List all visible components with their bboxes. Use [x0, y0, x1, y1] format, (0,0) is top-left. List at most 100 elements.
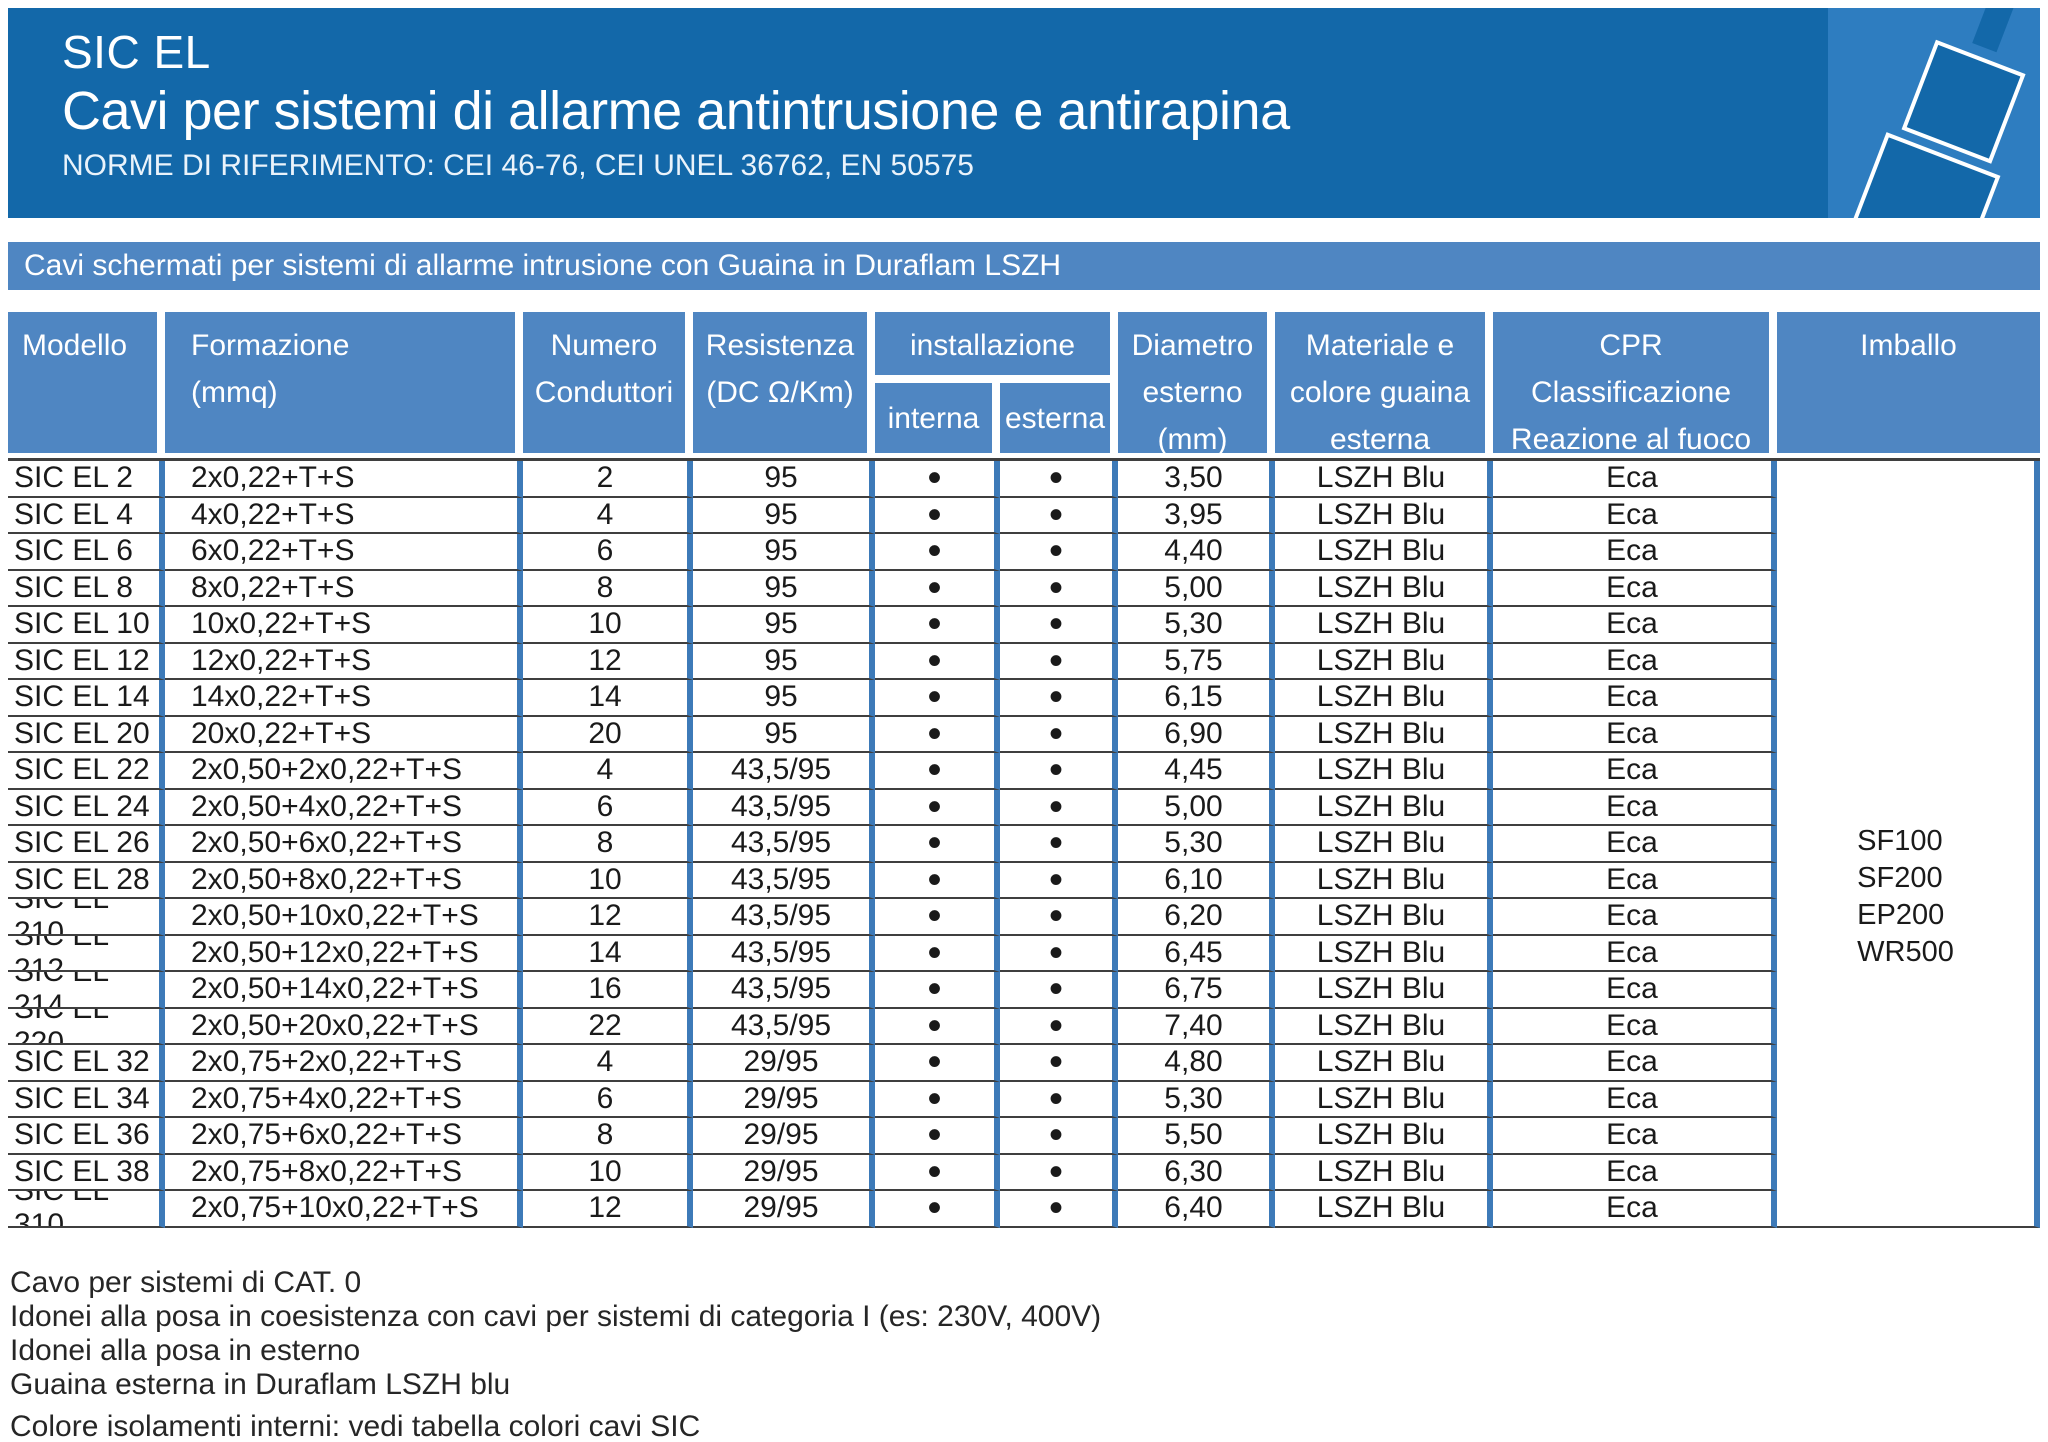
cell-materiale-guaina: LSZH Blu: [1275, 1081, 1493, 1118]
cell-resistenza: 29/95: [693, 1118, 875, 1155]
cell-installazione-esterna-dot: •: [1000, 1045, 1118, 1082]
cell-materiale-guaina: LSZH Blu: [1275, 497, 1493, 534]
cell-modello: SIC EL 310: [8, 1191, 165, 1228]
cell-installazione-interna-dot: •: [875, 1045, 1000, 1082]
cell-resistenza: 43,5/95: [693, 862, 875, 899]
cell-diametro-esterno: 5,30: [1118, 607, 1275, 644]
cell-installazione-esterna-dot: •: [1000, 972, 1118, 1009]
cell-formazione: 10x0,22+T+S: [165, 607, 523, 644]
cell-numero-conduttori: 12: [523, 643, 693, 680]
cell-installazione-interna-dot: •: [875, 753, 1000, 790]
cell-resistenza: 43,5/95: [693, 972, 875, 1009]
cell-installazione-interna-dot: •: [875, 1081, 1000, 1118]
cell-numero-conduttori: 8: [523, 1118, 693, 1155]
cell-diametro-esterno: 6,90: [1118, 716, 1275, 753]
cell-installazione-interna-dot: •: [875, 1154, 1000, 1191]
cell-formazione: 6x0,22+T+S: [165, 534, 523, 571]
installazione-subheader-row: interna esterna: [875, 383, 1110, 453]
imballo-merged-cell: SF100 SF200 EP200 WR500: [1777, 461, 2040, 1228]
cell-modello: SIC EL 24: [8, 789, 165, 826]
cell-cpr-classificazione: Eca: [1493, 497, 1777, 534]
cell-resistenza: 95: [693, 607, 875, 644]
cell-installazione-esterna-dot: •: [1000, 570, 1118, 607]
col-header-installazione: installazione: [875, 312, 1110, 375]
cell-numero-conduttori: 14: [523, 935, 693, 972]
cell-modello: SIC EL 8: [8, 570, 165, 607]
footer-note: Colore isolamenti interni: vedi tabella …: [10, 1410, 701, 1442]
cell-cpr-classificazione: Eca: [1493, 1118, 1777, 1155]
section-banner: Cavi schermati per sistemi di allarme in…: [8, 242, 2040, 290]
cell-numero-conduttori: 12: [523, 899, 693, 936]
cell-installazione-esterna-dot: •: [1000, 461, 1118, 498]
cell-diametro-esterno: 5,30: [1118, 826, 1275, 863]
cell-numero-conduttori: 10: [523, 607, 693, 644]
cell-numero-conduttori: 4: [523, 497, 693, 534]
footer-notes: Cavo per sistemi di CAT. 0 Idonei alla po…: [10, 1266, 1101, 1442]
cell-installazione-esterna-dot: •: [1000, 789, 1118, 826]
cell-installazione-interna-dot: •: [875, 607, 1000, 644]
cell-numero-conduttori: 10: [523, 862, 693, 899]
cell-diametro-esterno: 5,30: [1118, 1081, 1275, 1118]
cell-installazione-interna-dot: •: [875, 972, 1000, 1009]
cell-installazione-esterna-dot: •: [1000, 753, 1118, 790]
imballo-value: WR500: [1857, 935, 1954, 968]
cell-numero-conduttori: 6: [523, 789, 693, 826]
col-header-formazione: Formazione (mmq): [165, 312, 515, 453]
cell-materiale-guaina: LSZH Blu: [1275, 1045, 1493, 1082]
cell-installazione-esterna-dot: •: [1000, 1154, 1118, 1191]
cell-modello: SIC EL 26: [8, 826, 165, 863]
cell-installazione-interna-dot: •: [875, 680, 1000, 717]
cell-materiale-guaina: LSZH Blu: [1275, 862, 1493, 899]
cell-resistenza: 95: [693, 716, 875, 753]
footer-note: Idonei alla posa in esterno: [10, 1334, 361, 1367]
cell-cpr-classificazione: Eca: [1493, 899, 1777, 936]
cell-resistenza: 29/95: [693, 1191, 875, 1228]
cell-installazione-esterna-dot: •: [1000, 680, 1118, 717]
cell-modello: SIC EL 210: [8, 899, 165, 936]
col-installazione-wrap: installazione interna esterna: [875, 312, 1118, 453]
cell-installazione-interna-dot: •: [875, 497, 1000, 534]
product-subtitle: Cavi per sistemi di allarme antintrusion…: [62, 81, 1290, 141]
cell-materiale-guaina: LSZH Blu: [1275, 680, 1493, 717]
cell-modello: SIC EL 20: [8, 716, 165, 753]
cell-diametro-esterno: 6,45: [1118, 935, 1275, 972]
cell-numero-conduttori: 10: [523, 1154, 693, 1191]
cell-cpr-classificazione: Eca: [1493, 570, 1777, 607]
cell-cpr-classificazione: Eca: [1493, 935, 1777, 972]
cell-numero-conduttori: 4: [523, 1045, 693, 1082]
cell-formazione: 4x0,22+T+S: [165, 497, 523, 534]
cell-formazione: 2x0,50+14x0,22+T+S: [165, 972, 523, 1009]
cell-installazione-interna-dot: •: [875, 716, 1000, 753]
cell-cpr-classificazione: Eca: [1493, 789, 1777, 826]
cell-modello: SIC EL 6: [8, 534, 165, 571]
cell-installazione-esterna-dot: •: [1000, 935, 1118, 972]
col-diametro-wrap: Diametro esterno (mm): [1118, 312, 1275, 456]
cell-installazione-interna-dot: •: [875, 826, 1000, 863]
cell-formazione: 2x0,50+2x0,22+T+S: [165, 753, 523, 790]
col-header-interna: interna: [875, 383, 992, 453]
cell-materiale-guaina: LSZH Blu: [1275, 1118, 1493, 1155]
cell-formazione: 2x0,50+10x0,22+T+S: [165, 899, 523, 936]
cell-modello: SIC EL 12: [8, 643, 165, 680]
cell-numero-conduttori: 22: [523, 1008, 693, 1045]
col-header-modello: Modello: [8, 312, 157, 453]
cell-diametro-esterno: 6,10: [1118, 862, 1275, 899]
cell-formazione: 2x0,50+8x0,22+T+S: [165, 862, 523, 899]
cell-formazione: 2x0,75+2x0,22+T+S: [165, 1045, 523, 1082]
cell-numero-conduttori: 20: [523, 716, 693, 753]
footer-note: Idonei alla posa in coesistenza con cavi…: [10, 1300, 1102, 1333]
cell-formazione: 2x0,50+20x0,22+T+S: [165, 1008, 523, 1045]
table-grid: SIC EL 2 2x0,22+T+S 2 95 • • 3,50 LSZH B…: [8, 461, 1777, 1228]
cell-materiale-guaina: LSZH Blu: [1275, 935, 1493, 972]
cell-modello: SIC EL 10: [8, 607, 165, 644]
cell-resistenza: 95: [693, 534, 875, 571]
col-header-esterna: esterna: [1000, 383, 1110, 453]
cell-diametro-esterno: 4,40: [1118, 534, 1275, 571]
cell-cpr-classificazione: Eca: [1493, 1045, 1777, 1082]
cell-formazione: 2x0,75+6x0,22+T+S: [165, 1118, 523, 1155]
cell-cpr-classificazione: Eca: [1493, 607, 1777, 644]
cell-resistenza: 95: [693, 461, 875, 498]
cell-diametro-esterno: 4,80: [1118, 1045, 1275, 1082]
cell-cpr-classificazione: Eca: [1493, 1008, 1777, 1045]
